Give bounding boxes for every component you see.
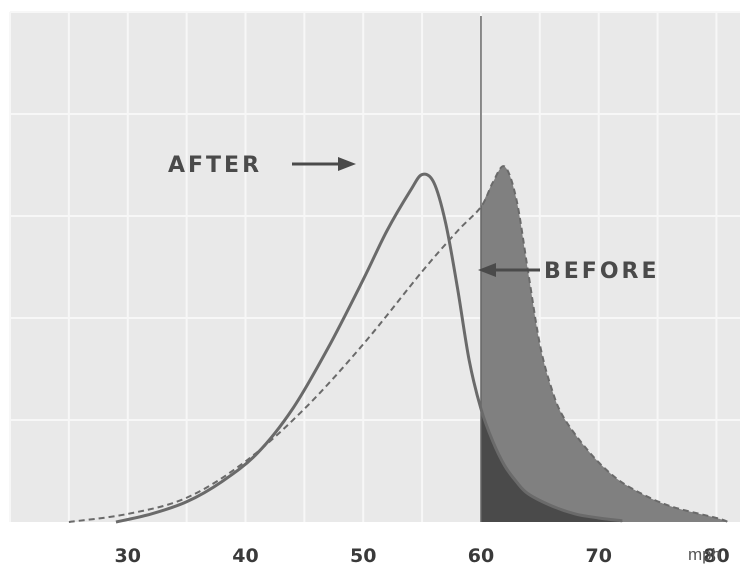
x-tick-label: 80 [703, 545, 729, 566]
plot-background [10, 12, 740, 522]
x-tick-label: 50 [350, 545, 376, 566]
after-over-limit-area [480, 408, 623, 522]
before-over-limit-area [480, 166, 729, 522]
after-series-line [115, 172, 623, 524]
before-series-line [68, 165, 729, 523]
before-arrow-head-icon [478, 263, 496, 277]
x-tick-label: 70 [585, 545, 611, 566]
x-tick-label: 30 [115, 545, 141, 566]
after-annotation-label: AFTER [168, 153, 262, 178]
before-annotation-label: BEFORE [544, 259, 660, 284]
x-axis-unit-label: mph [688, 545, 721, 564]
x-tick-label: 60 [468, 545, 494, 566]
x-axis-ticks: 30 40 50 60 70 80 [115, 545, 730, 566]
after-arrow-head-icon [338, 157, 356, 171]
x-tick-label: 40 [232, 545, 258, 566]
